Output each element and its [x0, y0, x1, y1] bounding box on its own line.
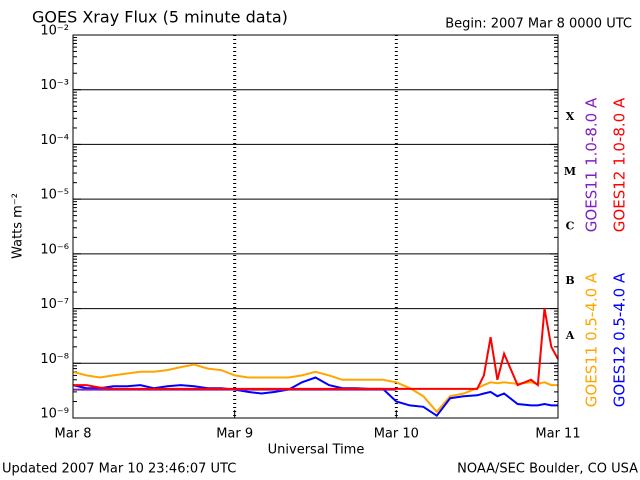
y-tick-label: 10⁻² [40, 24, 69, 39]
y-tick-label: 10⁻⁹ [40, 407, 69, 422]
y-axis-label: Watts m⁻² [11, 193, 26, 259]
legend-entry: GOES12 0.5-4.0 A [611, 272, 629, 407]
series-line [72, 376, 558, 418]
footer-right: NOAA/SEC Boulder, CO USA [457, 462, 638, 477]
flare-class-label: A [565, 329, 575, 342]
plot-frame [72, 34, 559, 419]
x-tick-label: Mar 9 [216, 427, 253, 442]
series-line [72, 363, 558, 414]
legend-entry: GOES12 1.0-8.0 A [611, 97, 629, 232]
x-tick-label: Mar 8 [55, 427, 92, 442]
legend-entry: GOES11 0.5-4.0 A [583, 272, 601, 407]
y-tick-label: 10⁻⁴ [40, 133, 69, 148]
y-tick-label: 10⁻³ [40, 78, 69, 93]
flare-class-label: M [564, 165, 576, 178]
flare-class-label: X [566, 110, 575, 123]
x-tick-label: Mar 10 [374, 427, 419, 442]
flare-class-label: B [565, 274, 574, 287]
legend-entry: GOES11 1.0-8.0 A [583, 97, 601, 232]
x-axis-label: Universal Time [268, 443, 365, 458]
y-tick-label: 10⁻⁸ [40, 352, 69, 367]
series-line [73, 308, 559, 390]
flare-class-label: C [566, 220, 575, 233]
chart-title: GOES Xray Flux (5 minute data) [32, 8, 288, 27]
y-tick-label: 10⁻⁵ [40, 188, 69, 203]
y-tick-label: 10⁻⁶ [40, 242, 69, 257]
chart-subtitle: Begin: 2007 Mar 8 0000 UTC [445, 17, 632, 32]
x-tick-label: Mar 11 [535, 427, 580, 442]
footer-left: Updated 2007 Mar 10 23:46:07 UTC [2, 462, 236, 477]
y-tick-label: 10⁻⁷ [40, 297, 69, 312]
